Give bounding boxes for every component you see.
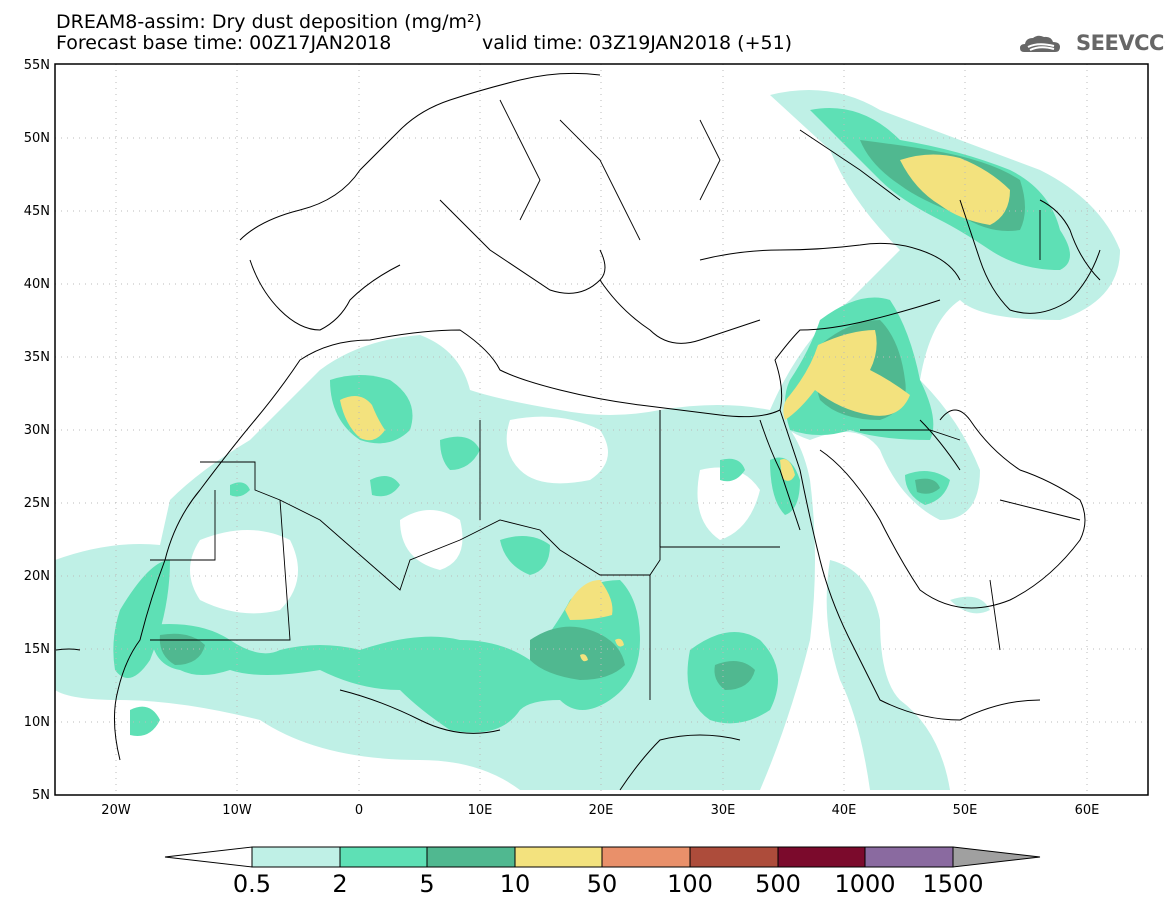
lon-label: 0 [355,803,363,818]
legend-right-arrow [952,846,1041,868]
lon-label: 30E [711,803,736,818]
color-legend [164,846,1041,868]
cloud-logo-icon [1020,35,1060,52]
lat-label: 50N [24,131,50,146]
latitude-labels: 55N 50N 45N 40N 35N 30N 25N 20N 15N 10N … [24,58,50,803]
legend-label: 5 [419,870,434,898]
lon-label: 40E [832,803,857,818]
lat-label: 20N [24,569,50,584]
legend-labels: 0.5 2 5 10 50 100 500 1000 1500 [233,870,984,898]
legend-label: 500 [755,870,801,898]
lat-label: 5N [32,788,50,803]
lat-label: 25N [24,496,50,511]
lat-label: 10N [24,715,50,730]
legend-label: 10 [500,870,531,898]
legend-swatch [689,846,779,868]
coastlines [55,72,1101,791]
legend-swatch [864,846,954,868]
lat-label: 30N [24,423,50,438]
valid-time: valid time: 03Z19JAN2018 (+51) [482,32,793,54]
legend-swatch [426,846,516,868]
lon-label: 10E [468,803,493,818]
lon-label: 20W [101,803,131,818]
lon-label: 50E [953,803,978,818]
longitude-labels: 20W 10W 0 10E 20E 30E 40E 50E 60E [101,803,1099,818]
legend-swatch [339,846,428,868]
legend-label: 2 [332,870,347,898]
legend-swatch [777,846,866,868]
lon-label: 10W [222,803,252,818]
legend-label: 0.5 [233,870,271,898]
legend-label: 1000 [834,870,895,898]
legend-label: 100 [667,870,713,898]
country-borders [150,99,1041,700]
lat-label: 15N [24,642,50,657]
lon-label: 20E [589,803,614,818]
lat-label: 45N [24,204,50,219]
legend-swatch [514,846,603,868]
gridlines [55,64,1148,795]
deposition-field [55,90,1148,795]
map-title: DREAM8-assim: Dry dust deposition (mg/m²… [56,11,483,33]
lat-label: 55N [24,58,50,73]
map-frame [54,63,1149,796]
legend-label: 1500 [922,870,983,898]
lat-label: 40N [24,277,50,292]
legend-swatch [251,846,341,868]
logo-text: SEEVCCC [1076,31,1165,55]
lat-label: 35N [24,350,50,365]
legend-swatch [601,846,691,868]
legend-label: 50 [587,870,618,898]
legend-left-arrow [164,846,253,868]
forecast-base-time: Forecast base time: 00Z17JAN2018 [56,32,392,54]
lon-label: 60E [1075,803,1100,818]
